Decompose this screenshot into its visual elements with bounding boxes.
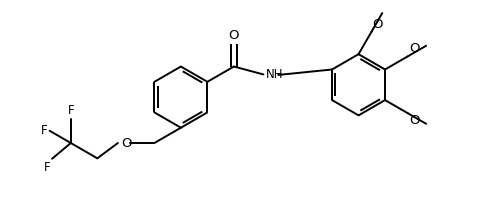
Text: O: O bbox=[409, 114, 420, 127]
Text: O: O bbox=[409, 42, 420, 56]
Text: O: O bbox=[122, 137, 132, 149]
Text: F: F bbox=[41, 124, 48, 137]
Text: NH: NH bbox=[265, 68, 283, 81]
Text: O: O bbox=[229, 29, 239, 42]
Text: F: F bbox=[67, 103, 74, 117]
Text: F: F bbox=[44, 161, 50, 174]
Text: O: O bbox=[372, 18, 383, 31]
